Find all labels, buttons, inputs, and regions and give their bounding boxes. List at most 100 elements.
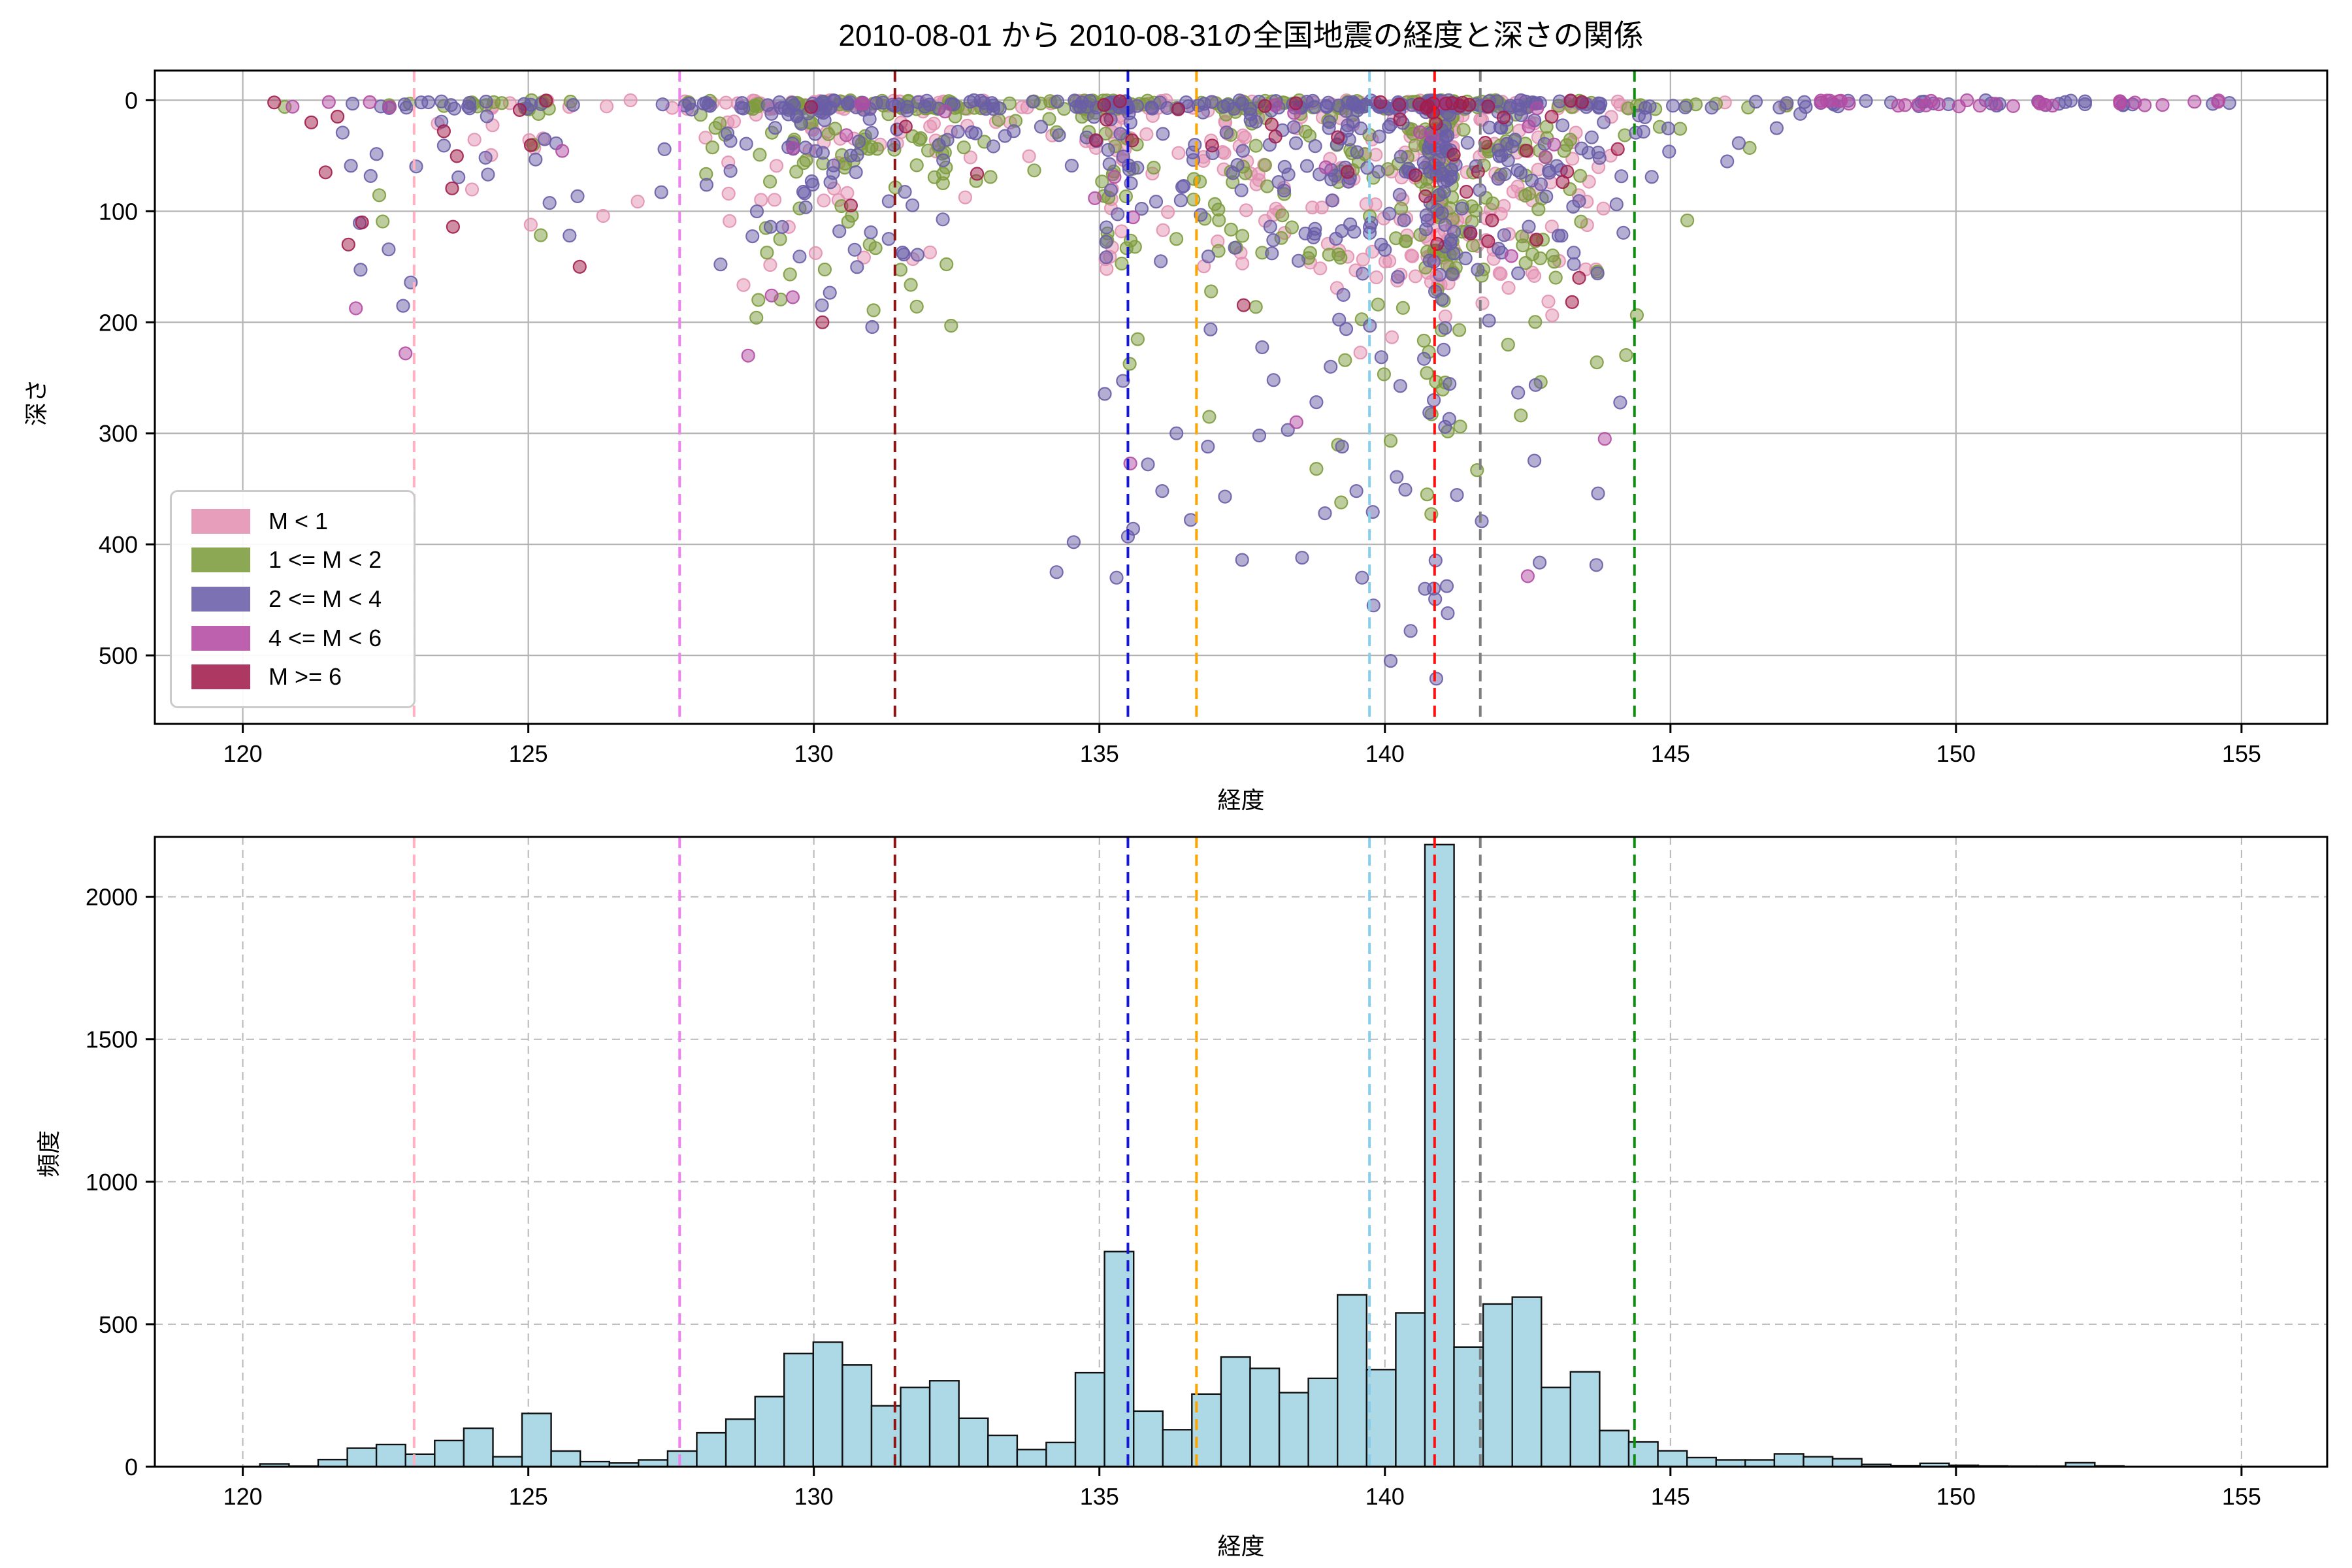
earthquake-point [1463, 226, 1478, 240]
earthquake-point [909, 299, 924, 314]
earthquake-point [1373, 95, 1388, 109]
earthquake-point [809, 144, 823, 158]
earthquake-point [570, 189, 585, 203]
earthquake-point [1931, 97, 1946, 112]
earthquake-point [939, 257, 954, 272]
earthquake-point [1204, 284, 1218, 299]
earthquake-point [1284, 220, 1299, 235]
earthquake-point [828, 122, 842, 136]
histogram-bar [696, 1431, 727, 1468]
earthquake-point [1514, 165, 1528, 180]
earthquake-point [304, 115, 319, 129]
earthquake-point [382, 100, 397, 114]
earthquake-point [1123, 115, 1137, 130]
earthquake-point [1391, 270, 1405, 284]
earthquake-point [1234, 183, 1249, 197]
earthquake-point [1680, 213, 1695, 227]
earthquake-point [841, 97, 855, 111]
histogram-bar [1045, 1441, 1077, 1468]
earthquake-point [699, 95, 713, 110]
earthquake-point [1309, 461, 1324, 476]
earthquake-point [1107, 170, 1122, 184]
earthquake-point [1288, 136, 1303, 150]
earthquake-point [911, 95, 925, 109]
earthquake-point [399, 346, 413, 361]
earthquake-point [512, 103, 527, 117]
earthquake-point [1530, 101, 1544, 116]
earthquake-point [1101, 142, 1115, 157]
earthquake-point [1453, 419, 1467, 434]
earthquake-point [1339, 322, 1354, 336]
earthquake-point [363, 95, 377, 109]
histogram-bar [958, 1417, 989, 1468]
legend-label: 1 <= M < 2 [269, 546, 382, 574]
earthquake-point [785, 95, 800, 110]
earthquake-point [1374, 350, 1388, 365]
histogram-bar [1599, 1429, 1630, 1468]
earthquake-point [1911, 97, 1925, 112]
scatter-ticks [146, 99, 2243, 733]
earthquake-point [769, 159, 784, 173]
earthquake-point [1780, 96, 1794, 110]
earthquake-point [1574, 214, 1588, 229]
scatter-points-layer [267, 93, 2236, 686]
hist-y-tick-label: 1500 [86, 1026, 138, 1053]
hist-x-tick-label: 130 [794, 1483, 834, 1510]
earthquake-point [843, 148, 858, 163]
earthquake-point [1465, 238, 1480, 253]
earthquake-point [1291, 253, 1306, 268]
earthquake-point [1420, 366, 1434, 380]
hist-y-tick-label: 2000 [86, 884, 138, 911]
histogram-bar [1336, 1294, 1367, 1468]
earthquake-point [376, 214, 390, 229]
earthquake-point [1616, 225, 1631, 240]
earthquake-point [905, 198, 920, 212]
histogram-bar [1803, 1456, 1834, 1468]
earthquake-point [1334, 495, 1348, 510]
earthquake-point [344, 159, 358, 173]
earthquake-point [808, 246, 823, 260]
earthquake-point [1548, 270, 1563, 285]
earthquake-point [1183, 513, 1198, 527]
earthquake-point [854, 97, 868, 111]
earthquake-point [1545, 248, 1560, 263]
earthquake-point [1191, 98, 1206, 112]
histogram-bar [346, 1447, 378, 1468]
earthquake-point [1147, 161, 1161, 175]
earthquake-point [1538, 150, 1552, 164]
earthquake-point [1482, 314, 1496, 328]
earthquake-point [841, 214, 855, 229]
earthquake-point [1597, 115, 1611, 129]
scatter-axes-box [154, 69, 2328, 725]
earthquake-point [1394, 201, 1409, 216]
earthquake-point [1533, 177, 1548, 191]
earthquake-point [1597, 432, 1612, 446]
legend-item-3: 4 <= M < 6 [172, 625, 414, 652]
earthquake-point [983, 170, 998, 184]
earthquake-point [865, 319, 879, 335]
scatter-reference-lines [412, 71, 1636, 724]
earthquake-point [796, 184, 811, 199]
earthquake-point [1823, 93, 1837, 108]
earthquake-point [1236, 298, 1251, 312]
earthquake-point [804, 100, 819, 114]
earthquake-point [839, 128, 854, 142]
earthquake-point [851, 135, 866, 149]
earthquake-point [1134, 201, 1149, 216]
hist-grid [155, 837, 2327, 1467]
earthquake-point [936, 176, 950, 191]
earthquake-point [538, 132, 552, 146]
earthquake-point [1325, 193, 1339, 208]
hist-y-tick-label: 1000 [86, 1169, 138, 1196]
earthquake-point [363, 169, 378, 183]
earthquake-point [2212, 93, 2226, 108]
earthquake-point [754, 193, 768, 207]
earthquake-point [1482, 120, 1497, 135]
earthquake-point [286, 99, 300, 114]
earthquake-point [1235, 553, 1249, 567]
earthquake-point [1309, 395, 1324, 410]
earthquake-point [1452, 323, 1467, 337]
earthquake-point [1382, 120, 1396, 134]
hist-ticks [146, 896, 2243, 1476]
earthquake-point [445, 181, 459, 195]
